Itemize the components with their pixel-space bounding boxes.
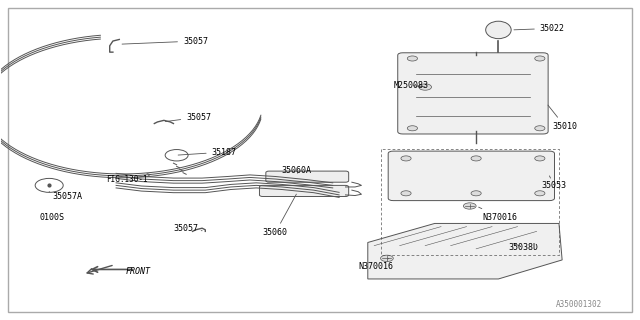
Text: 35010: 35010 <box>548 105 577 131</box>
Text: N370016: N370016 <box>479 207 518 222</box>
Text: 35060: 35060 <box>262 194 296 237</box>
Circle shape <box>463 203 476 209</box>
Text: A350001302: A350001302 <box>556 300 602 309</box>
Circle shape <box>535 126 545 131</box>
Text: 35187: 35187 <box>178 148 237 156</box>
Circle shape <box>401 156 411 161</box>
Text: 35060A: 35060A <box>282 166 312 175</box>
Text: 35022: 35022 <box>514 24 565 33</box>
Circle shape <box>381 255 394 261</box>
Ellipse shape <box>486 21 511 39</box>
Text: 35038Ʋ: 35038Ʋ <box>508 243 538 252</box>
Circle shape <box>535 56 545 61</box>
Circle shape <box>407 126 417 131</box>
Text: 35057: 35057 <box>173 224 202 233</box>
Circle shape <box>535 156 545 161</box>
Circle shape <box>471 191 481 196</box>
Circle shape <box>419 84 431 90</box>
Text: FRONT: FRONT <box>125 267 150 276</box>
Text: N370016: N370016 <box>358 258 393 271</box>
Circle shape <box>535 191 545 196</box>
Circle shape <box>471 156 481 161</box>
Text: 35057: 35057 <box>122 36 208 45</box>
Text: FIG.130-1: FIG.130-1 <box>106 173 151 184</box>
Circle shape <box>401 191 411 196</box>
FancyBboxPatch shape <box>388 151 554 201</box>
FancyBboxPatch shape <box>266 171 349 182</box>
Text: 0100S: 0100S <box>40 213 65 222</box>
Text: M250083: M250083 <box>394 81 428 90</box>
Polygon shape <box>368 223 562 279</box>
Text: 35057A: 35057A <box>49 192 83 201</box>
FancyBboxPatch shape <box>397 53 548 134</box>
Text: 35053: 35053 <box>541 176 567 190</box>
Circle shape <box>407 56 417 61</box>
FancyBboxPatch shape <box>259 185 349 196</box>
Text: 35057: 35057 <box>165 113 211 122</box>
